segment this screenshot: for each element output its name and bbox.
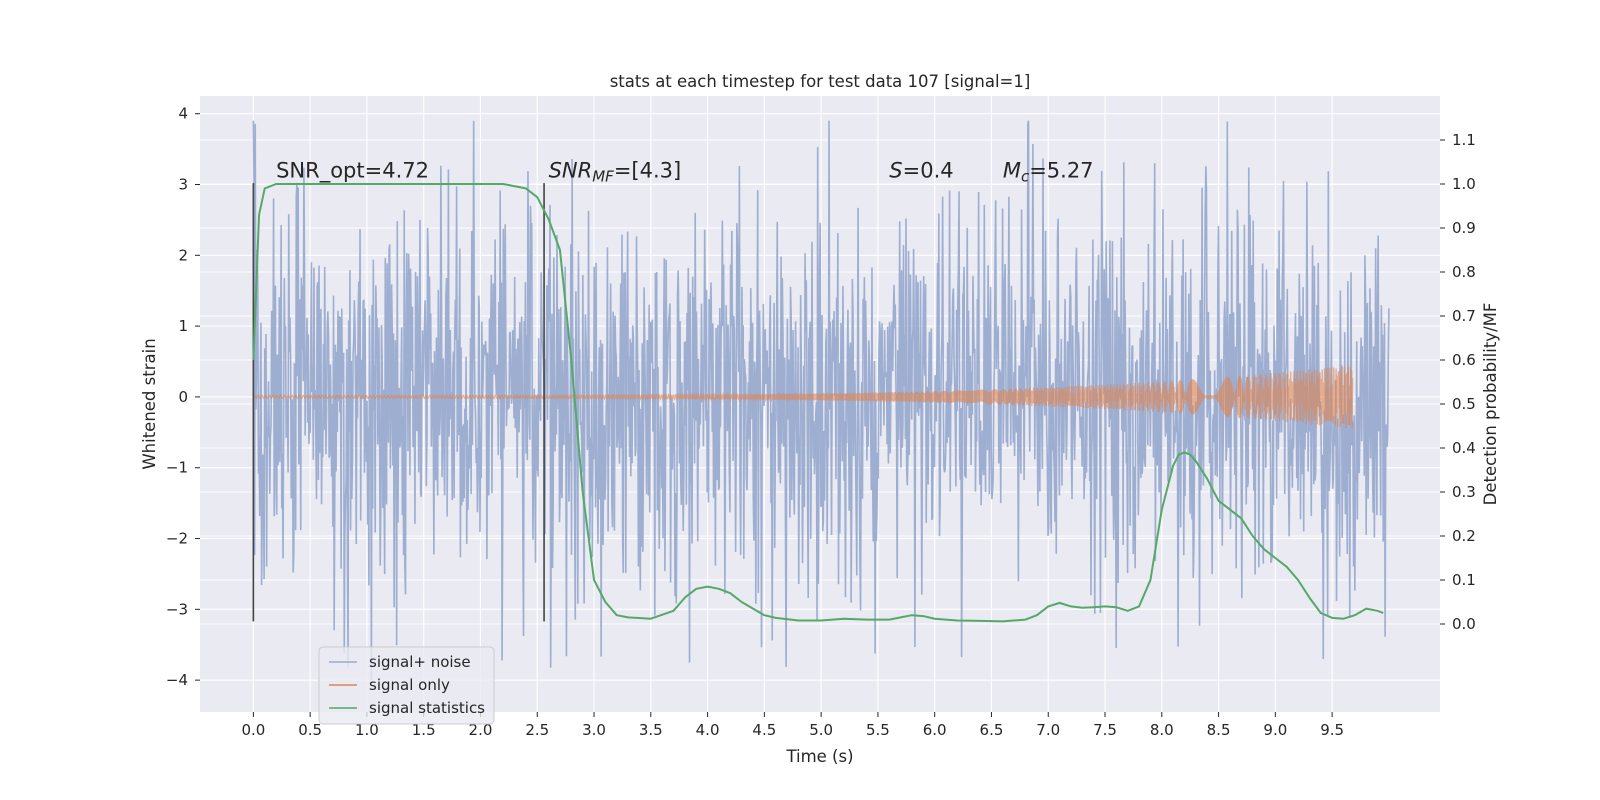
y-axis-label: Whitened strain	[140, 338, 159, 469]
x-tick-label: 6.0	[923, 721, 947, 739]
x-tick-label: 8.0	[1150, 721, 1174, 739]
y-tick-label: 1	[178, 317, 188, 335]
signal-noise-series	[252, 120, 1390, 681]
y-tick-label: 4	[178, 105, 188, 123]
x-tick-label: 7.5	[1093, 721, 1117, 739]
y-tick-label: 2	[178, 246, 188, 264]
x-tick-label: 9.5	[1320, 721, 1344, 739]
y2-tick-label: 0.4	[1452, 439, 1476, 457]
x-tick-label: 2.5	[525, 721, 549, 739]
y2-tick-label: 0.7	[1452, 307, 1476, 325]
y2-axis-label: Detection probability/MF	[1481, 303, 1500, 506]
y2-tick-label: 0.9	[1452, 219, 1476, 237]
y2-tick-label: 0.1	[1452, 571, 1476, 589]
x-tick-label: 8.5	[1207, 721, 1231, 739]
x-tick-label: 1.0	[355, 721, 379, 739]
y2-tick-label: 1.0	[1452, 175, 1476, 193]
y2-tick-label: 0.0	[1452, 615, 1476, 633]
signal-noise-line	[252, 120, 1390, 681]
y2-tick-label: 0.8	[1452, 263, 1476, 281]
legend-box	[318, 646, 495, 725]
x-tick-label: 0.0	[241, 721, 265, 739]
y2-tick-label: 0.6	[1452, 351, 1476, 369]
annotation-2: S=0.4	[889, 158, 953, 182]
vertical-markers	[252, 183, 545, 622]
x-axis-label: Time (s)	[785, 747, 853, 766]
x-tick-label: 3.0	[582, 721, 606, 739]
signal-only-line	[252, 366, 1354, 429]
x-tick-label: 6.5	[980, 721, 1004, 739]
y-tick-label: −1	[166, 459, 188, 477]
annotation-0: SNR_opt=4.72	[276, 158, 429, 183]
y-axis-right: 0.0 0.1 0.2 0.3 0.4 0.5 0.6 0.7 0.8 0.9 1.0 1.1	[1440, 131, 1476, 633]
y-tick-label: 3	[178, 176, 188, 194]
annotation-1: SNRMF=[4.3]	[549, 158, 682, 185]
y2-tick-label: 0.5	[1452, 395, 1476, 413]
legend-label-signal-noise: signal+ noise	[369, 653, 471, 671]
signal-statistics-series	[252, 183, 1384, 623]
x-tick-label: 9.0	[1263, 721, 1287, 739]
y2-tick-label: 0.2	[1452, 527, 1476, 545]
x-tick-label: 4.0	[696, 721, 720, 739]
legend-label-signal-statistics: signal statistics	[369, 699, 485, 717]
y-tick-label: 0	[178, 388, 188, 406]
y2-tick-label: 1.1	[1452, 131, 1476, 149]
x-tick-label: 2.0	[469, 721, 493, 739]
signal-only-series	[252, 366, 1354, 429]
annotation-3: Mc=5.27	[1003, 158, 1094, 185]
x-tick-label: 4.5	[752, 721, 776, 739]
signal-statistics-line	[252, 183, 1384, 623]
x-tick-label: 7.0	[1036, 721, 1060, 739]
y-tick-label: −2	[166, 530, 188, 548]
y2-tick-label: 0.3	[1452, 483, 1476, 501]
annotations: SNR_opt=4.72 SNRMF=[4.3] S=0.4 Mc=5.27	[276, 158, 1093, 185]
x-axis: 0.0 0.5 1.0 1.5 2.0 2.5 3.0 3.5 4.0 4.5 5.0 5.5 6.0 6…	[241, 712, 1344, 739]
y-tick-label: −4	[166, 671, 188, 689]
y-tick-label: −3	[166, 600, 188, 618]
legend: signal+ noise signal only signal statist…	[318, 646, 495, 725]
x-tick-label: 5.0	[809, 721, 833, 739]
y-axis-left: −4 −3 −2 −1 0 1 2 3 4	[166, 105, 200, 689]
x-tick-label: 0.5	[298, 721, 322, 739]
chart-title: stats at each timestep for test data 107…	[610, 72, 1031, 91]
x-tick-label: 3.5	[639, 721, 663, 739]
legend-label-signal-only: signal only	[369, 676, 450, 694]
x-tick-label: 1.5	[412, 721, 436, 739]
x-tick-label: 5.5	[866, 721, 890, 739]
